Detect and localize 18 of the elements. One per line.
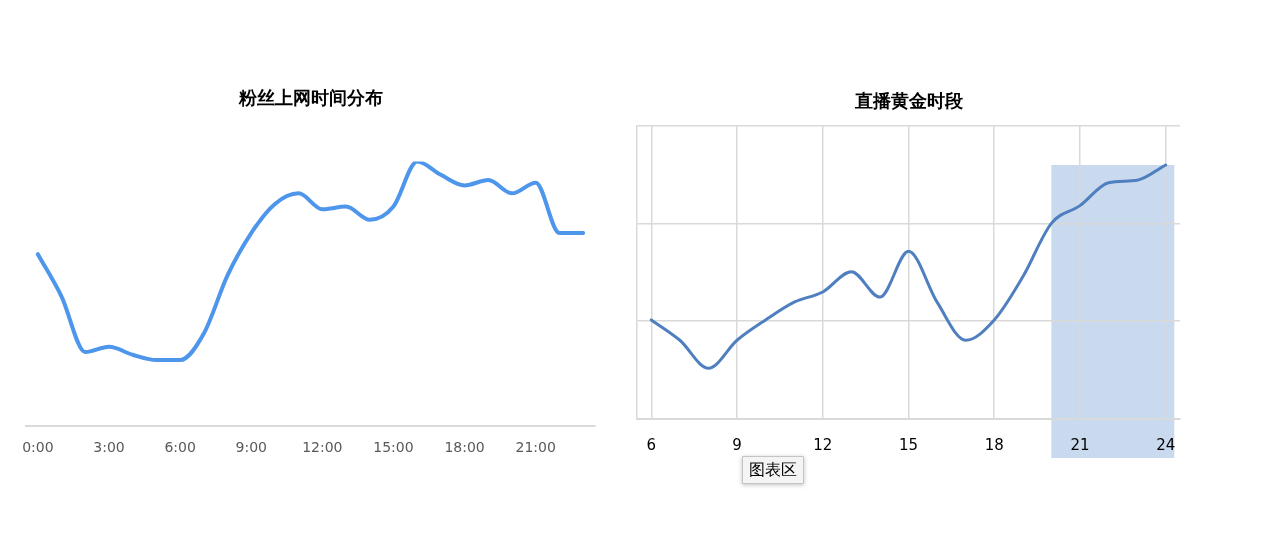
x-tick-label: 21 <box>1070 435 1090 454</box>
text: 图表区 <box>749 460 797 480</box>
x-tick-label: 24 <box>1156 435 1176 454</box>
x-tick-label: 18 <box>984 435 1004 454</box>
x-tick-label: 9 <box>732 435 742 454</box>
chart-title: 直播黄金时段 <box>853 90 964 112</box>
x-tick-label: 9:00 <box>235 439 267 456</box>
x-tick-label: 6:00 <box>164 439 196 456</box>
x-tick-label: 0:00 <box>22 439 54 456</box>
x-tick-label: 21:00 <box>515 439 556 456</box>
x-tick-label: 3:00 <box>93 439 125 456</box>
x-tick-label: 18:00 <box>444 439 485 456</box>
x-tick-label: 15 <box>898 435 919 454</box>
x-tick-label: 15:00 <box>373 439 414 456</box>
x-tick-label: 6 <box>646 435 657 454</box>
x-tick-label: 12 <box>813 435 833 454</box>
chart-title: 粉丝上网时间分布 <box>237 87 383 109</box>
x-tick-label: 12:00 <box>302 439 343 456</box>
